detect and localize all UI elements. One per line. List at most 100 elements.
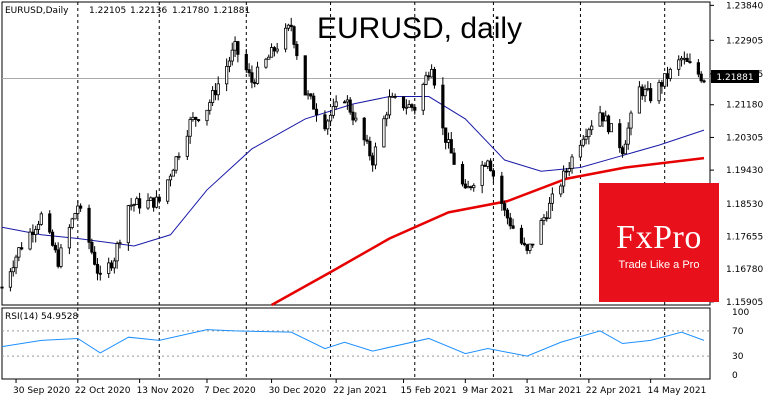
candle-body-147 [581,138,585,146]
candle-body-114 [449,139,453,154]
rsi-axis: 100 70 30 0 [732,308,749,381]
candle-body-48 [191,116,195,120]
rsi-tick-label-2: 30 [732,352,744,362]
candle-body-2 [11,267,15,273]
candle-body-128 [505,209,510,219]
candle-body-119 [469,186,473,189]
candle-body-168 [663,73,667,87]
candle-body-58 [230,49,234,62]
candle-body-98 [387,96,392,116]
x-tick-label-3: 7 Dec 2020 [204,386,256,396]
candle-body-154 [606,115,611,133]
candle-body-176 [696,62,700,75]
candle-body-37 [149,197,153,201]
candle-body-161 [637,86,642,114]
candle-body-82 [326,120,330,130]
candle-body-121 [480,164,484,186]
candle-body-39 [154,196,159,208]
slow-moving-average [270,156,705,307]
rsi-label: RSI(14) 54.9528 [5,312,78,322]
candle-body-137 [542,217,546,222]
x-tick-label-8: 31 Mar 2021 [524,386,581,396]
candle-body-81 [323,114,327,130]
candle-body-61 [244,53,248,71]
candle-body-29 [115,243,119,262]
candle-body-46 [185,135,189,157]
candle-body-173 [682,57,686,60]
brand-name: FxPro [616,219,702,256]
candle-body-80 [314,108,319,116]
candle-body-78 [309,93,313,97]
candle-body-170 [668,68,672,79]
candle-body-42 [168,175,173,181]
candle-body-165 [649,88,653,102]
candle-body-172 [679,57,684,61]
y-tick-label-0: 1.23840 [726,1,763,11]
candle-body-63 [250,72,254,83]
candle-body-97 [385,114,389,120]
candle-body-14 [56,249,60,267]
ohlc-open: 1.22105 [89,6,126,16]
candle-body-0 [0,286,4,289]
candle-body-30 [118,242,122,245]
y-tick-label-3: 1.21180 [726,101,763,111]
candle-body-92 [365,139,369,142]
candle-body-55 [216,83,220,96]
fxpro-logo: FxPro Trade Like a Pro [599,183,719,302]
candle-body-95 [373,146,378,166]
candle-body-99 [390,95,394,98]
time-axis: 30 Sep 2020 22 Oct 2020 13 Nov 2020 7 Dec 2… [13,379,706,396]
candle-body-125 [491,170,496,177]
candle-body-27 [109,262,114,269]
x-tick-label-7: 9 Mar 2021 [462,386,513,396]
candle-body-89 [351,111,355,121]
candle-body-93 [368,140,372,157]
rsi-tick-label-1: 70 [732,327,744,337]
candle-body-171 [677,59,681,70]
candle-body-9 [36,223,41,230]
ohlc-high: 1.22136 [130,6,167,16]
candle-body-34 [135,198,139,205]
candle-body-118 [466,186,470,189]
candle-body-10 [39,213,43,225]
x-tick-label-9: 22 Apr 2021 [586,386,642,396]
fast-moving-average [1,96,705,247]
x-tick-label-10: 14 May 2021 [648,386,707,396]
candle-body-150 [590,125,594,131]
candle-body-129 [508,217,512,227]
candle-body-162 [640,86,644,97]
candle-body-77 [306,93,310,96]
candle-body-157 [620,147,625,155]
candle-body-94 [371,155,375,166]
candle-body-148 [584,136,588,140]
candle-body-101 [401,96,406,109]
candle-body-33 [132,204,136,206]
candle-body-67 [267,56,271,60]
candle-body-136 [539,220,543,245]
candle-body-164 [646,88,650,90]
price-panel-frame [1,1,711,306]
candle-body-28 [112,260,116,269]
candle-body-115 [452,152,456,165]
candle-body-174 [685,57,689,62]
candle-body-51 [205,109,209,122]
candle-body-127 [503,203,507,211]
candle-body-156 [618,123,622,149]
candle-body-151 [598,112,602,127]
candle-body-21 [87,207,91,243]
candle-body-87 [345,99,349,103]
candle-body-32 [129,204,133,207]
chart-title: EURUSD, daily [317,12,522,45]
candle-body-96 [382,118,386,148]
candle-body-16 [67,227,71,249]
candle-body-131 [519,227,524,244]
candle-body-102 [404,106,408,109]
candle-body-7 [31,231,35,235]
candle-body-130 [511,225,515,229]
candle-body-75 [295,44,299,57]
candle-body-142 [562,170,566,187]
candle-body-143 [564,170,569,173]
candle-body-104 [410,104,414,108]
candle-body-153 [604,115,608,122]
candle-body-44 [174,156,178,171]
